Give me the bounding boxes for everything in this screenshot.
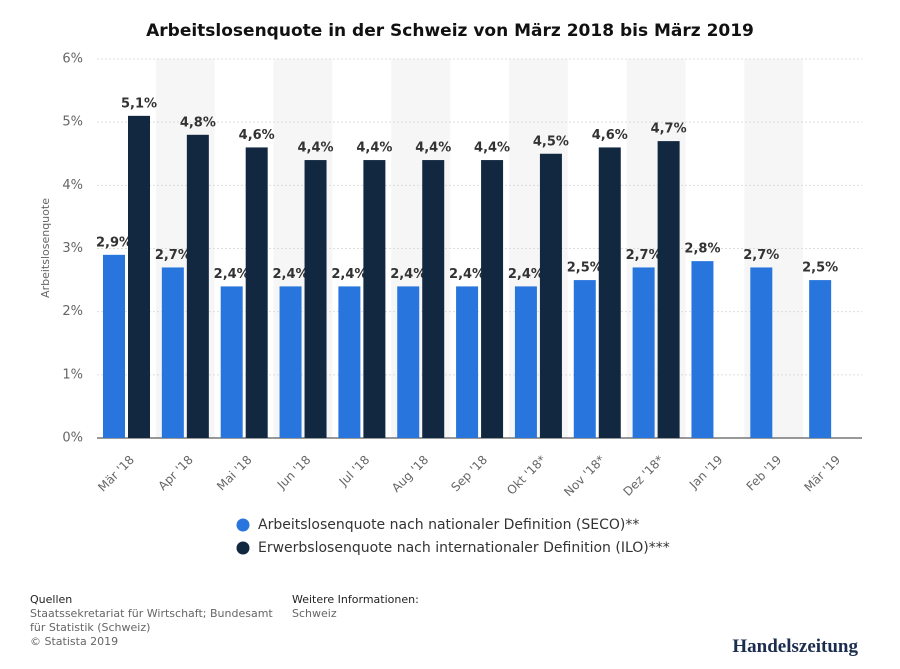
footer-info: Weitere Informationen: Schweiz bbox=[292, 593, 492, 621]
value-label: 4,8% bbox=[180, 115, 216, 130]
x-tick-label: Mär '18 bbox=[95, 453, 137, 495]
bar bbox=[279, 286, 302, 438]
bar bbox=[422, 160, 445, 439]
value-label: 5,1% bbox=[121, 96, 157, 111]
value-label: 4,4% bbox=[474, 141, 510, 156]
logo: Handelszeitung bbox=[732, 636, 858, 657]
value-label: 2,7% bbox=[743, 248, 779, 263]
y-axis-label: Arbeitslosenquote bbox=[39, 198, 52, 298]
bar bbox=[397, 286, 420, 438]
bar bbox=[103, 254, 125, 438]
value-label: 2,8% bbox=[684, 242, 720, 257]
x-tick-label: Apr '18 bbox=[155, 453, 195, 493]
sources: Staatssekretariat für Wirtschaft; Bundes… bbox=[30, 607, 273, 634]
x-tick-label: Mär '19 bbox=[801, 453, 843, 495]
bar bbox=[245, 147, 268, 438]
value-label: 2,7% bbox=[626, 248, 662, 263]
value-label: 2,5% bbox=[802, 261, 838, 276]
bar bbox=[598, 147, 621, 438]
x-tick-label: Okt '18* bbox=[504, 453, 549, 498]
info: Schweiz bbox=[292, 607, 337, 620]
value-label: 4,5% bbox=[533, 134, 569, 149]
x-tick-label: Sep '18 bbox=[448, 453, 490, 495]
value-label: 2,9% bbox=[96, 235, 132, 250]
bar bbox=[809, 280, 832, 438]
bar bbox=[363, 160, 386, 439]
bar bbox=[632, 267, 655, 438]
x-tick-label: Feb '19 bbox=[744, 453, 785, 494]
bar bbox=[161, 267, 184, 438]
copyright: © Statista 2019 bbox=[30, 635, 119, 648]
bar bbox=[573, 280, 596, 438]
value-label: 2,4% bbox=[273, 267, 309, 282]
legend-label: Arbeitslosenquote nach nationaler Defini… bbox=[258, 517, 639, 533]
bar bbox=[481, 160, 504, 439]
bar bbox=[750, 267, 773, 438]
bar bbox=[128, 115, 150, 438]
value-label: 2,4% bbox=[449, 267, 485, 282]
y-tick-label: 0% bbox=[62, 431, 83, 446]
bar bbox=[514, 286, 537, 438]
value-label: 2,4% bbox=[331, 267, 367, 282]
y-tick-label: 6% bbox=[62, 52, 83, 67]
bar bbox=[657, 141, 680, 438]
legend-marker bbox=[236, 518, 250, 532]
chart-title: Arbeitslosenquote in der Schweiz von Mär… bbox=[146, 21, 754, 41]
value-label: 4,4% bbox=[415, 141, 451, 156]
legend-label: Erwerbslosenquote nach internationaler D… bbox=[258, 540, 670, 556]
value-label: 2,4% bbox=[508, 267, 544, 282]
x-tick-label: Jan '19 bbox=[686, 453, 726, 493]
bar bbox=[456, 286, 479, 438]
y-tick-label: 1% bbox=[62, 367, 83, 382]
info-title: Weitere Informationen: bbox=[292, 593, 419, 606]
bar bbox=[539, 153, 562, 438]
y-tick-label: 4% bbox=[62, 178, 83, 193]
bar bbox=[304, 160, 327, 439]
y-tick-label: 5% bbox=[62, 115, 83, 130]
y-tick-label: 3% bbox=[62, 241, 83, 256]
bar bbox=[691, 261, 714, 438]
bar bbox=[220, 286, 243, 438]
sources-title: Quellen bbox=[30, 593, 73, 606]
y-tick-label: 2% bbox=[62, 304, 83, 319]
value-label: 4,4% bbox=[356, 141, 392, 156]
legend-marker bbox=[236, 541, 250, 555]
x-tick-label: Mai '18 bbox=[214, 453, 255, 494]
value-label: 4,4% bbox=[298, 141, 334, 156]
footer-sources: Quellen Staatssekretariat für Wirtschaft… bbox=[30, 593, 290, 649]
x-tick-label: Nov '18* bbox=[561, 453, 608, 500]
value-label: 4,6% bbox=[239, 128, 275, 143]
value-label: 4,7% bbox=[651, 122, 687, 137]
bar bbox=[338, 286, 361, 438]
x-tick-label: Jun '18 bbox=[274, 453, 314, 493]
x-tick-label: Dez '18* bbox=[620, 453, 666, 499]
value-label: 2,4% bbox=[390, 267, 426, 282]
value-label: 2,4% bbox=[214, 267, 250, 282]
value-label: 2,5% bbox=[567, 261, 603, 276]
x-tick-label: Aug '18 bbox=[389, 453, 431, 495]
value-label: 4,6% bbox=[592, 128, 628, 143]
x-tick-label: Jul '18 bbox=[336, 453, 373, 490]
value-label: 2,7% bbox=[155, 248, 191, 263]
bar bbox=[186, 134, 209, 439]
